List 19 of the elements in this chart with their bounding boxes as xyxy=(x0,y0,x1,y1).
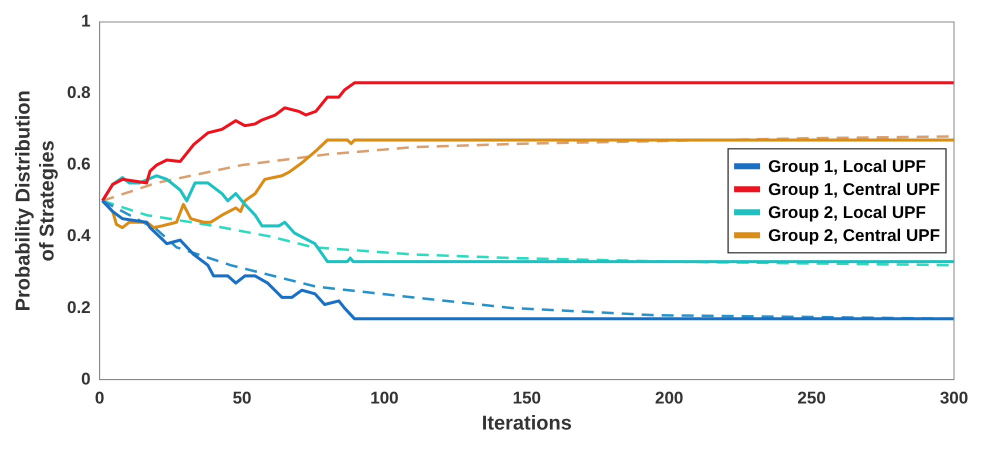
y-tick-label: 0.4 xyxy=(66,226,92,246)
y-tick-label: 0.6 xyxy=(66,154,91,174)
y-tick-label: 0.2 xyxy=(66,298,91,317)
x-tick-label: 0 xyxy=(94,388,104,408)
legend-label: Group 1, Local UPF xyxy=(768,156,926,176)
y-tick-label: 0.8 xyxy=(66,83,91,102)
x-tick-label: 150 xyxy=(512,388,542,408)
legend-label: Group 2, Local UPF xyxy=(768,202,926,222)
y-tick-label: 0 xyxy=(81,369,91,388)
y-tick-label: 1 xyxy=(81,12,91,31)
x-tick-label: 300 xyxy=(940,388,968,408)
x-tick-label: 100 xyxy=(370,388,399,408)
legend-label: Group 2, Central UPF xyxy=(768,226,940,245)
x-tick-label: 200 xyxy=(655,388,684,408)
x-tick-label: 250 xyxy=(797,388,826,408)
y-axis-title: Probability Distribution of Strategies xyxy=(12,90,59,312)
legend-label: Group 1, Central UPF xyxy=(768,180,940,199)
x-axis-title: Iterations xyxy=(482,412,572,435)
x-tick-label: 50 xyxy=(232,388,252,408)
